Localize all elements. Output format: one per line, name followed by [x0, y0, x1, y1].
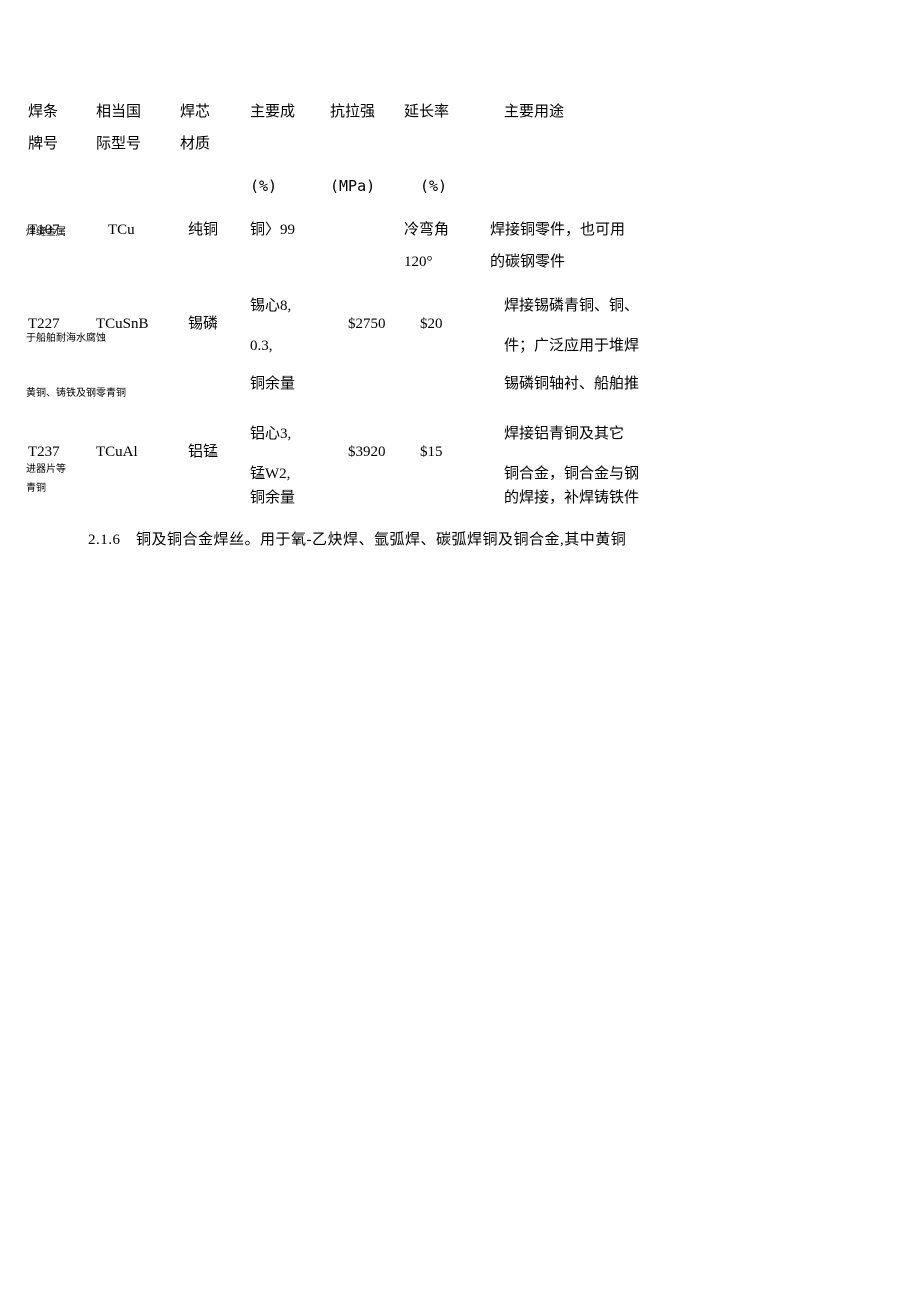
overlay-note-4b: 青铜: [26, 483, 46, 494]
table-row: T107 TCu 纯铜 铜〉99 冷弯角 焊接铜零件，也可用: [28, 218, 890, 250]
table-header-row-2: 牌号 际型号 材质: [28, 132, 890, 174]
unit-elong: (%): [404, 174, 490, 218]
cell-use: 件；广泛应用于堆焊: [490, 334, 890, 366]
table-row: 0.3, 件；广泛应用于堆焊: [28, 334, 890, 366]
overlay-note-1: 焊缝金属: [26, 225, 66, 241]
cell-use: 锡磷铜轴衬、船舶推: [490, 372, 890, 404]
th-core2: 材质: [180, 132, 250, 174]
th-code2: 牌号: [28, 132, 96, 174]
th-elong: 延长率: [404, 100, 490, 132]
table-row: 铜余量 锡磷铜轴衬、船舶推: [28, 372, 890, 404]
table-container: 焊条 相当国 焊芯 主要成 抗拉强 延长率 主要用途 牌号 际型号 材质 (%)…: [28, 100, 890, 550]
cell-use: 的焊接，补焊铸铁件: [490, 486, 890, 518]
cell-elong: 120°: [404, 250, 490, 294]
th-intl2: 际型号: [96, 132, 180, 174]
th-intl: 相当国: [96, 100, 180, 132]
overlay-note-2: 于船舶耐海水腐蚀: [26, 331, 106, 347]
table-units-row: (%) (MPa) (%): [28, 174, 890, 218]
overlay-note-3: 黄铜、铸铁及钢零青铜: [26, 386, 126, 402]
unit-pct: (%): [250, 174, 330, 218]
cell-elong: 冷弯角: [404, 218, 490, 250]
cell-core: 纯铜: [180, 218, 250, 250]
th-use: 主要用途: [490, 100, 890, 132]
table-row: 铜余量 的焊接，补焊铸铁件: [28, 486, 890, 518]
cell-use: 的碳钢零件: [490, 250, 890, 294]
cell-comp: 0.3,: [250, 334, 330, 366]
cell-comp: 铜余量: [250, 486, 330, 518]
electrode-table: 焊条 相当国 焊芯 主要成 抗拉强 延长率 主要用途 牌号 际型号 材质 (%)…: [28, 100, 890, 550]
cell-use: 焊接铜零件，也可用: [490, 218, 890, 250]
overlay-note-4a: 进器片等: [26, 464, 66, 475]
th-tensile: 抗拉强: [330, 100, 404, 132]
table-header-row-1: 焊条 相当国 焊芯 主要成 抗拉强 延长率 主要用途: [28, 100, 890, 132]
overlay-note-4: 进器片等 青铜: [26, 460, 66, 498]
unit-mpa: (MPa): [330, 174, 404, 218]
th-code: 焊条: [28, 100, 96, 132]
cell-comp: 铜〉99: [250, 218, 330, 250]
th-comp: 主要成: [250, 100, 330, 132]
cell-intl: TCu: [96, 218, 180, 250]
th-core: 焊芯: [180, 100, 250, 132]
cell-comp: 铜余量: [250, 372, 330, 404]
table-row: 120° 的碳钢零件: [28, 250, 890, 294]
